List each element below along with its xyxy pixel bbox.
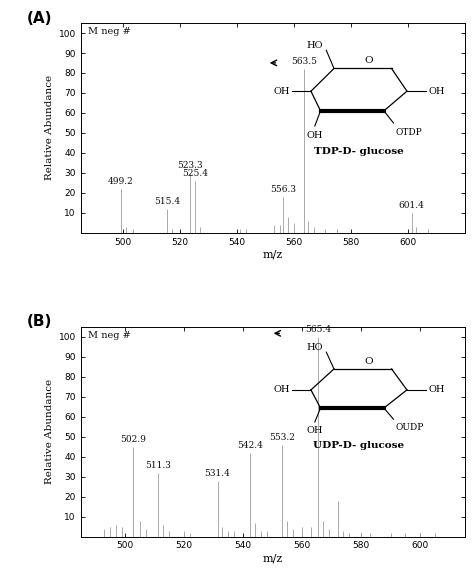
Text: 565.4: 565.4: [305, 325, 331, 334]
Text: 523.3: 523.3: [177, 161, 202, 170]
Y-axis label: Relative Abundance: Relative Abundance: [46, 379, 55, 484]
Text: 499.2: 499.2: [108, 177, 134, 186]
Text: 542.4: 542.4: [237, 441, 263, 450]
Y-axis label: Relative Abundance: Relative Abundance: [46, 76, 55, 181]
Text: 511.3: 511.3: [146, 461, 171, 470]
Text: M neg #: M neg #: [88, 331, 131, 340]
Text: (A): (A): [27, 10, 52, 25]
Text: 515.4: 515.4: [154, 197, 180, 206]
Text: 563.5: 563.5: [291, 57, 317, 66]
Text: 556.3: 556.3: [270, 185, 296, 194]
Text: 502.9: 502.9: [120, 435, 146, 444]
Text: (B): (B): [27, 314, 52, 329]
Text: 601.4: 601.4: [399, 201, 425, 209]
Text: M neg #: M neg #: [88, 27, 131, 36]
X-axis label: m/z: m/z: [263, 553, 283, 563]
Text: 531.4: 531.4: [205, 469, 230, 478]
Text: 553.2: 553.2: [269, 433, 295, 442]
X-axis label: m/z: m/z: [263, 249, 283, 259]
Text: 525.4: 525.4: [182, 169, 209, 178]
